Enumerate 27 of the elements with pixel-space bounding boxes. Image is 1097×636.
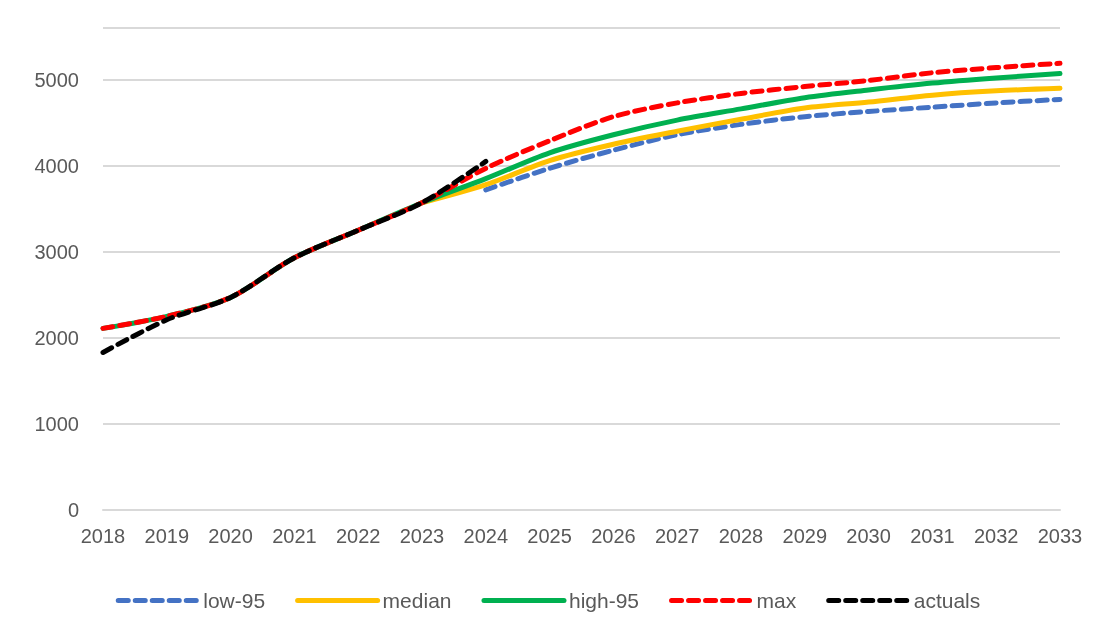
x-tick-label: 2021 — [272, 525, 317, 547]
x-tick-label: 2020 — [208, 525, 253, 547]
legend-label: actuals — [913, 589, 981, 612]
legend-label: max — [756, 589, 797, 612]
legend-label: low-95 — [203, 589, 266, 612]
y-tick-label: 2000 — [34, 326, 79, 349]
x-tick-label: 2025 — [527, 525, 572, 547]
x-tick-label: 2029 — [782, 525, 828, 547]
x-tick-label: 2024 — [463, 525, 509, 547]
x-tick-label: 2031 — [910, 525, 955, 547]
x-tick-label: 2026 — [591, 525, 636, 547]
x-tick-label: 2030 — [846, 525, 891, 547]
legend-label: high-95 — [568, 589, 640, 612]
x-tick-label: 2027 — [654, 525, 700, 547]
y-tick-label: 4000 — [34, 154, 79, 177]
x-tick-label: 2028 — [718, 525, 764, 547]
x-tick-label: 2033 — [1037, 525, 1083, 547]
x-tick-label: 2019 — [144, 525, 190, 547]
y-tick-label: 3000 — [34, 240, 79, 263]
y-tick-label: 0 — [67, 499, 79, 521]
x-tick-label: 2018 — [80, 525, 126, 547]
y-tick-label: 1000 — [34, 412, 79, 435]
legend-label: median — [382, 589, 452, 612]
y-tick-label: 5000 — [34, 68, 79, 91]
x-tick-label: 2022 — [335, 525, 381, 547]
x-tick-label: 2032 — [973, 525, 1019, 547]
x-tick-label: 2023 — [399, 525, 445, 547]
